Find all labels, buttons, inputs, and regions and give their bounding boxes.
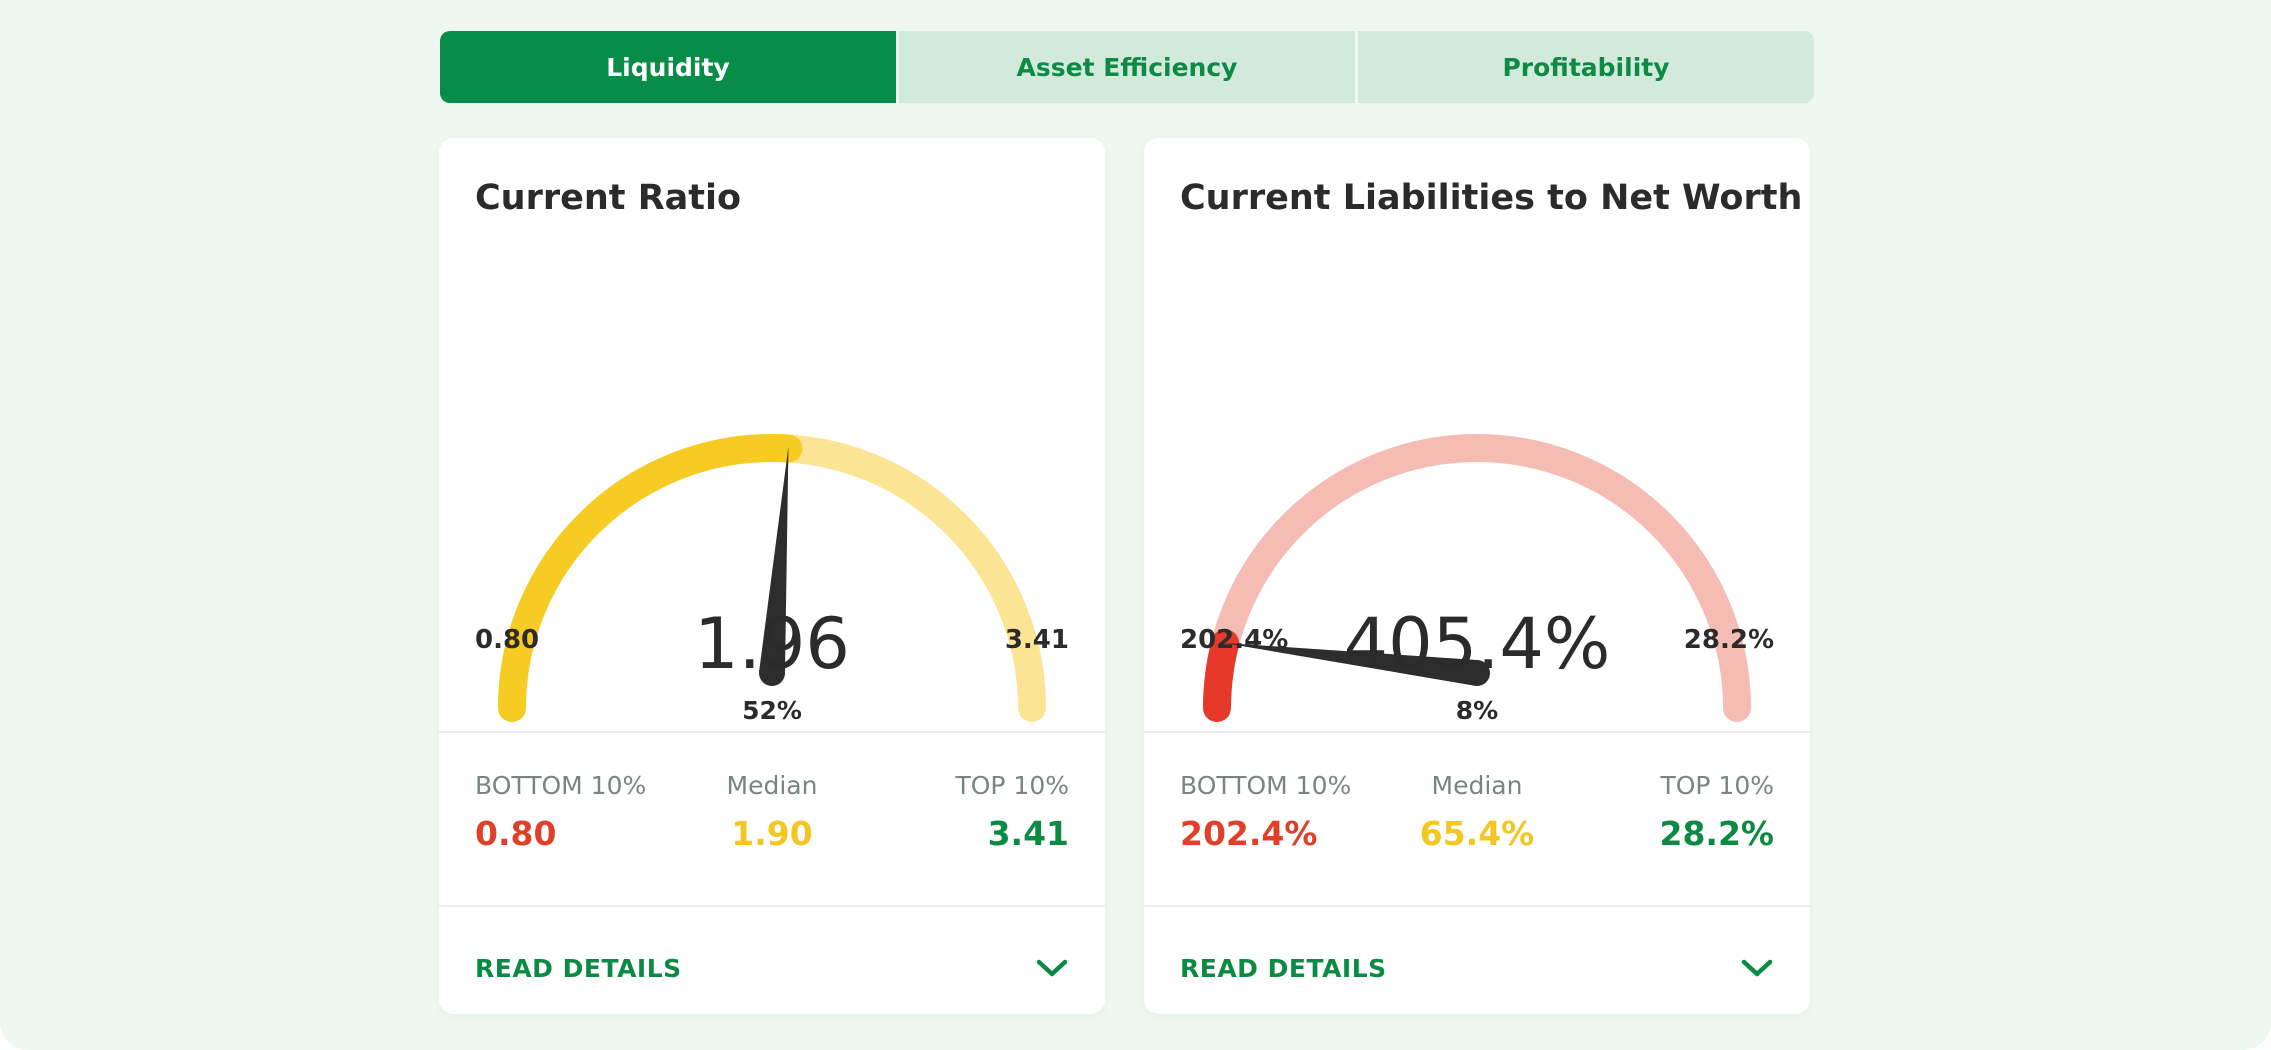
card-title: Current Ratio [475,178,742,218]
metric-card-current-ratio: Current Ratio 52% 0.80 1.96 3.41 BOTTOM … [439,138,1105,1014]
benchmark-top: TOP 10% 3.41 [955,771,1069,853]
benchmark-top-label: TOP 10% [1660,771,1774,800]
gauge-min-label: 0.80 [475,625,539,655]
benchmark-top-label: TOP 10% [955,771,1069,800]
gauge-min-label: 202.4% [1180,625,1288,655]
benchmark-bottom: BOTTOM 10% 0.80 [475,771,646,853]
benchmark-top-value: 28.2% [1659,814,1775,853]
chevron-down-icon[interactable] [1035,957,1069,979]
metric-card-current-liabilities-to-net-worth: Current Liabilities to Net Worth 8% 202.… [1144,138,1810,1014]
gauge: 8% [1203,434,1751,725]
divider [439,731,1105,733]
gauge-value: 405.4% [1344,603,1611,685]
gauge-value-row: 202.4% 405.4% 28.2% [1180,603,1774,685]
tab-asset-efficiency[interactable]: Asset Efficiency [896,31,1355,103]
benchmarks: BOTTOM 10% 0.80 Median 1.90 TOP 10% 3.41 [475,771,1069,871]
benchmarks: BOTTOM 10% 202.4% Median 65.4% TOP 10% 2… [1180,771,1774,871]
gauge-track [1203,434,1751,722]
benchmark-bottom-value: 0.80 [475,814,557,853]
gauge-fill [498,434,803,722]
tab-profitability[interactable]: Profitability [1355,31,1814,103]
divider [439,905,1105,907]
benchmark-median-label: Median [1431,771,1523,800]
benchmark-median: Median 1.90 [727,771,818,853]
gauge-needle [759,446,789,674]
divider [1144,905,1810,907]
benchmark-bottom-value: 202.4% [1180,814,1318,853]
read-details-button[interactable]: READ DETAILS [475,938,1069,998]
benchmark-bottom: BOTTOM 10% 202.4% [1180,771,1351,853]
gauge-max-label: 3.41 [1005,625,1069,655]
benchmark-median-label: Median [726,771,818,800]
benchmark-bottom-label: BOTTOM 10% [475,771,647,800]
gauge-value-row: 0.80 1.96 3.41 [475,603,1069,685]
gauge-percent-label: 8% [1456,696,1498,725]
benchmark-top-value: 3.41 [987,814,1069,853]
gauge-max-label: 28.2% [1684,625,1774,655]
card-title: Current Liabilities to Net Worth [1180,178,1803,218]
read-details-label: READ DETAILS [475,953,682,983]
gauge-percent-label: 52% [742,696,802,725]
benchmark-top: TOP 10% 28.2% [1660,771,1775,853]
tab-liquidity[interactable]: Liquidity [440,31,896,103]
gauge-needle-hub [759,660,785,686]
read-details-label: READ DETAILS [1180,953,1387,983]
chevron-down-icon[interactable] [1740,957,1774,979]
gauge-value: 1.96 [694,603,850,685]
divider [1144,731,1810,733]
benchmark-median-value: 1.90 [731,814,813,853]
benchmark-median-value: 65.4% [1419,814,1535,853]
benchmark-bottom-label: BOTTOM 10% [1180,771,1352,800]
benchmark-median: Median 65.4% [1420,771,1535,853]
tab-bar: Liquidity Asset Efficiency Profitability [440,31,1814,103]
gauge: 52% [498,434,1046,725]
gauge-needle-hub [1464,660,1490,686]
gauge-needle [1223,642,1479,686]
gauge-fill [1203,629,1240,722]
read-details-button[interactable]: READ DETAILS [1180,938,1774,998]
